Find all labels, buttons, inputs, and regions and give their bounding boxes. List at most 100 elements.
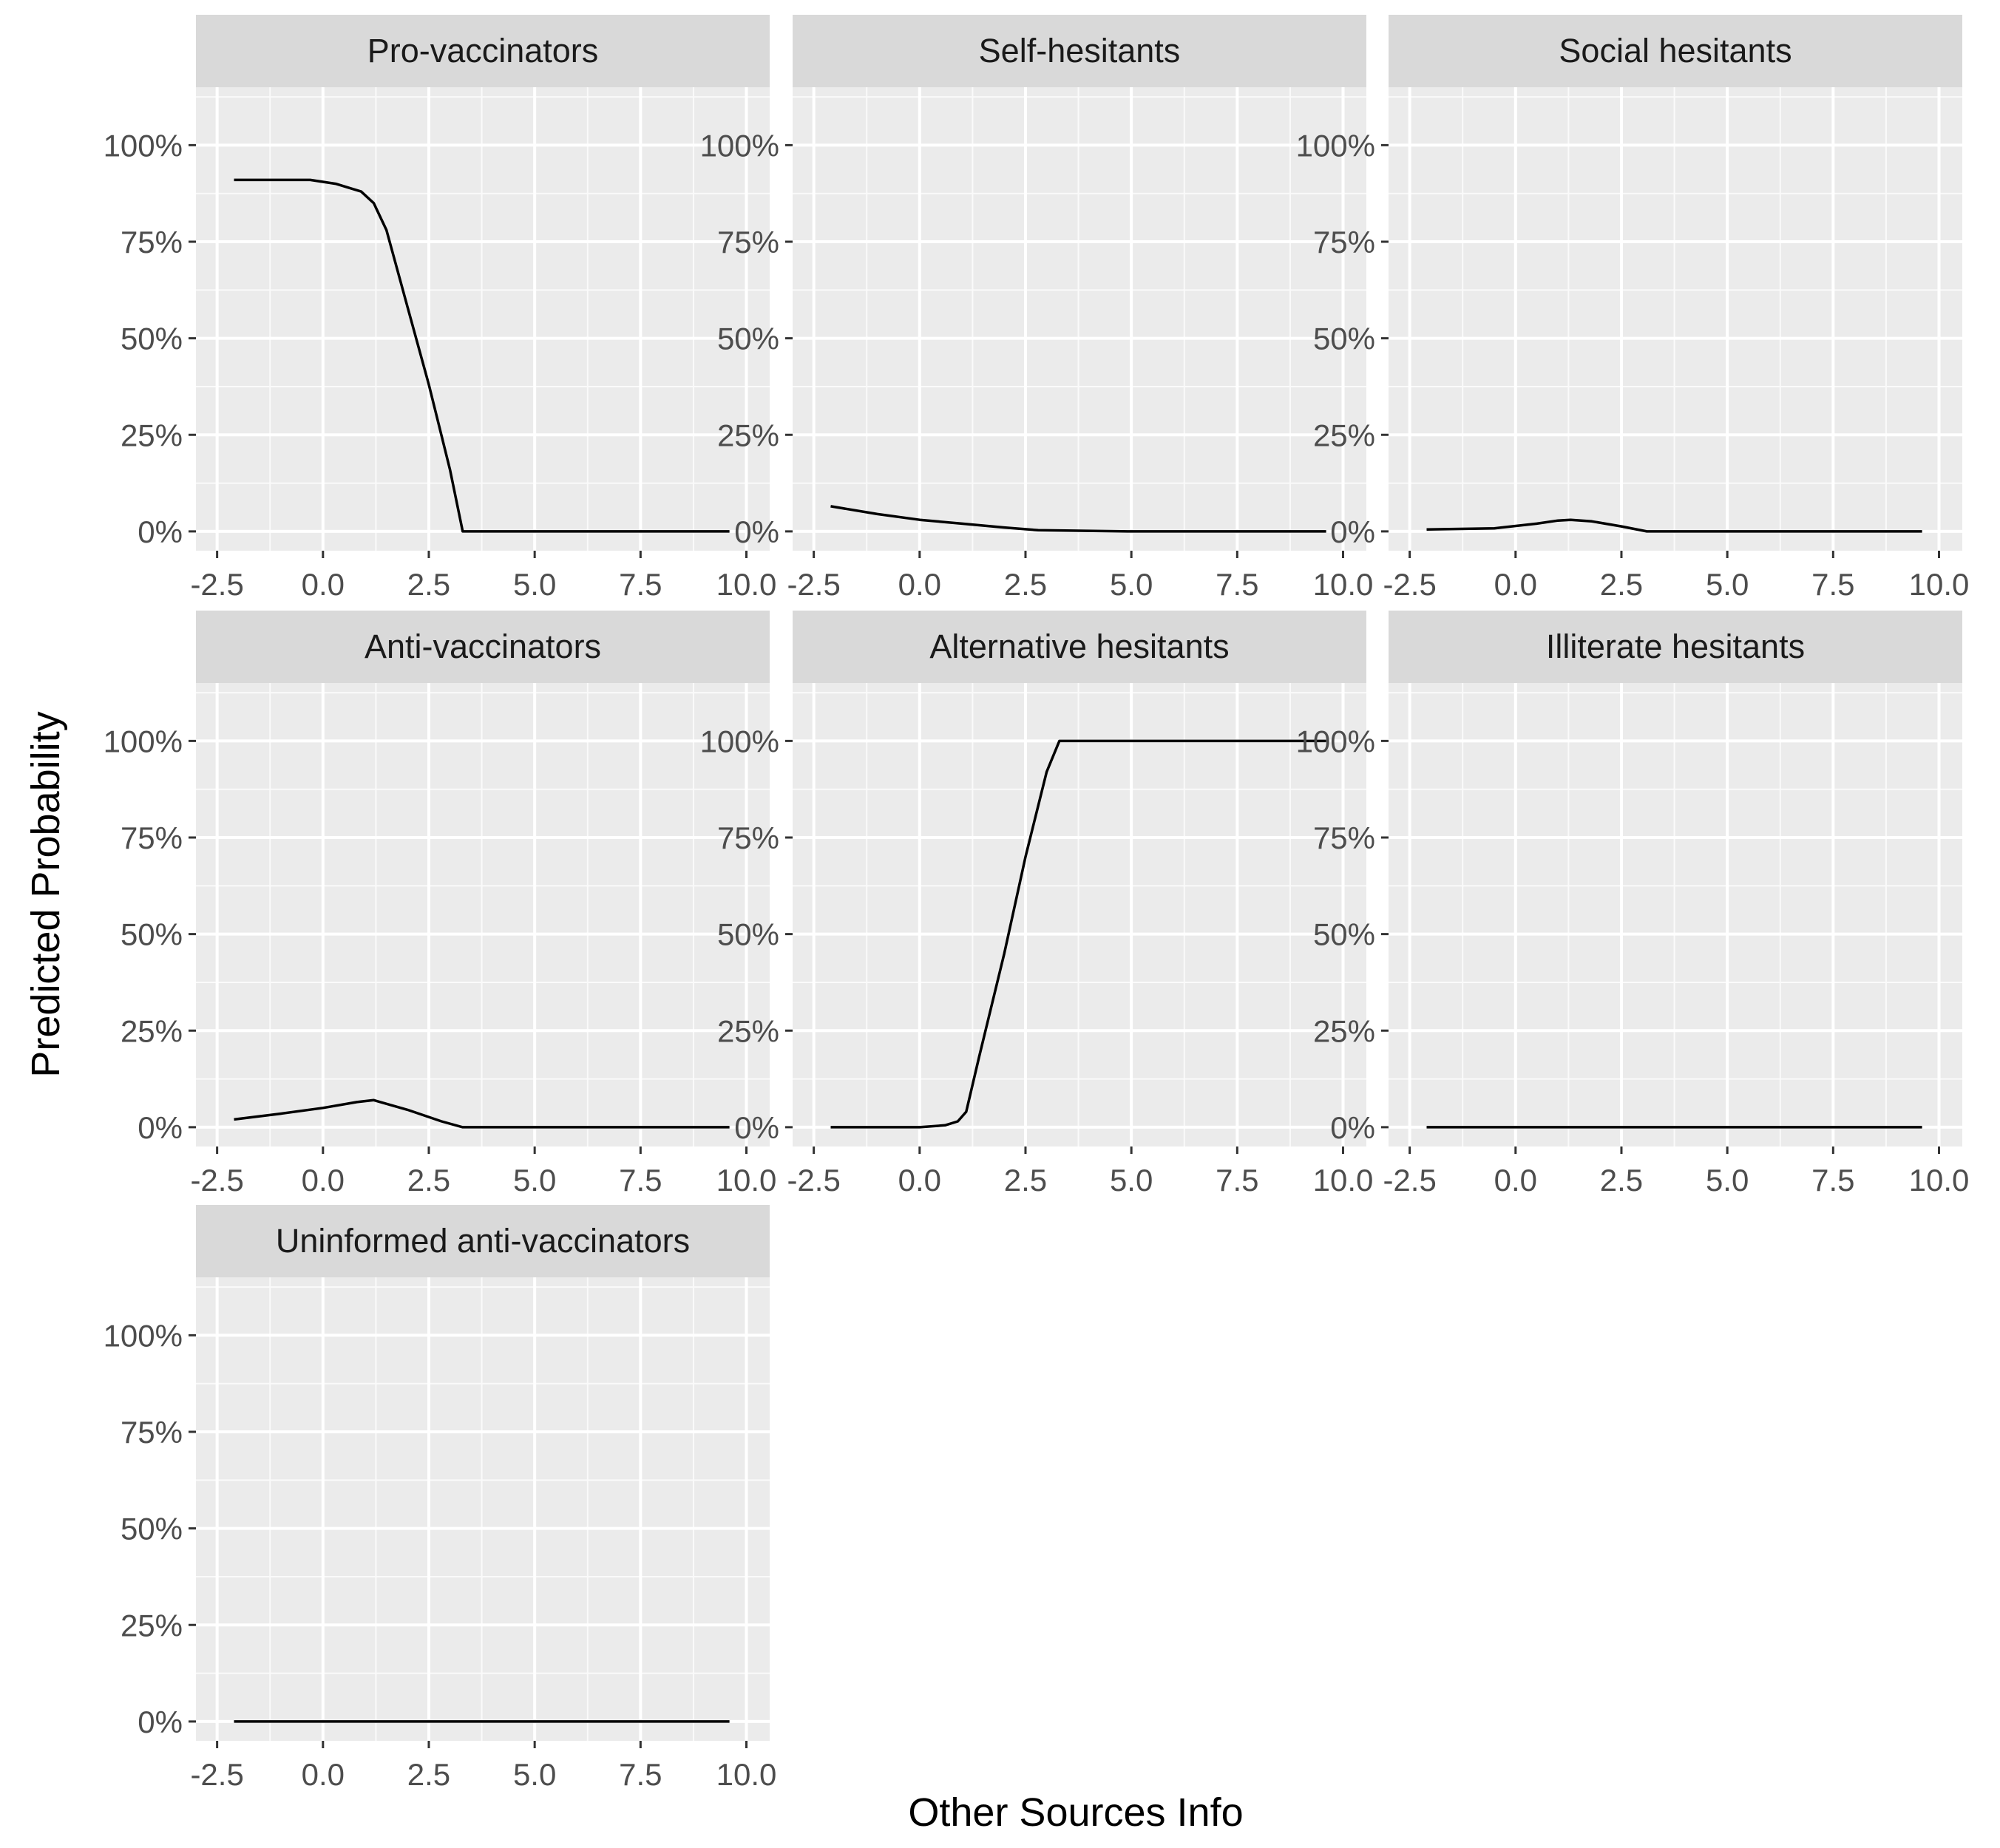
series-line — [234, 178, 730, 533]
y-tick-label: 75% — [717, 821, 779, 855]
panel-4: Alternative hesitants -2.5 0.0 2.5 5.0 7.5 10.… — [700, 611, 1374, 1198]
facet-strip — [1389, 611, 1962, 683]
x-axis-title: Other Sources Info — [908, 1790, 1243, 1835]
x-tick-label: 5.0 — [513, 1757, 556, 1792]
series-line — [234, 1098, 730, 1129]
y-tick-label: 25% — [121, 1013, 183, 1048]
y-tick-label: 100% — [700, 128, 779, 163]
x-tick-label: -2.5 — [1383, 567, 1436, 602]
y-tick-label: 0% — [734, 514, 779, 549]
x-tick-label: 2.5 — [1004, 567, 1047, 602]
x-tick-label: 7.5 — [1811, 567, 1854, 602]
x-tick-label: 0.0 — [302, 1757, 345, 1792]
x-tick-label: 2.5 — [407, 567, 450, 602]
series-line — [1426, 518, 1922, 533]
x-tick-label: 0.0 — [302, 1163, 345, 1198]
x-tick-label: -2.5 — [190, 1163, 243, 1198]
y-tick-label: 0% — [1330, 1110, 1375, 1145]
x-tick-label: 10.0 — [716, 567, 777, 602]
x-tick-label: -2.5 — [787, 1163, 840, 1198]
x-tick-label: 2.5 — [407, 1163, 450, 1198]
y-tick-label: 100% — [1296, 724, 1375, 758]
facet-strip-title: Uninformed anti-vaccinators — [276, 1222, 690, 1260]
panel-background — [196, 1277, 770, 1741]
y-tick-label: 50% — [121, 1512, 183, 1546]
x-tick-label: 0.0 — [898, 567, 941, 602]
y-tick-label: 0% — [734, 1110, 779, 1145]
panel-1: Self-hesitants -2.5 0.0 2.5 5.0 7.5 10.0 0% 25% 5… — [700, 15, 1374, 602]
y-tick-label: 25% — [717, 418, 779, 452]
series-line — [830, 739, 1326, 1129]
y-tick-label: 0% — [138, 1705, 183, 1739]
facet-strip-title: Illiterate hesitants — [1546, 628, 1805, 665]
y-tick-label: 100% — [700, 724, 779, 758]
y-tick-label: 75% — [717, 225, 779, 259]
x-tick-label: 5.0 — [1110, 567, 1153, 602]
y-tick-label: 25% — [1313, 1013, 1375, 1048]
y-tick-label: 0% — [1330, 514, 1375, 549]
x-tick-label: 0.0 — [898, 1163, 941, 1198]
panel-background — [196, 87, 770, 551]
facet-strip-title: Alternative hesitants — [929, 628, 1229, 665]
x-tick-label: 5.0 — [1706, 567, 1749, 602]
panel-5: Illiterate hesitants -2.5 0.0 2.5 5.0 7.5 10.0… — [1296, 611, 1970, 1198]
x-tick-label: 10.0 — [716, 1163, 777, 1198]
series-line — [830, 505, 1326, 533]
x-tick-label: 0.0 — [302, 567, 345, 602]
y-tick-label: 25% — [717, 1013, 779, 1048]
y-axis-title: Predicted Probability — [24, 711, 68, 1077]
panels-layer: Pro-vaccinators -2.5 0.0 2.5 5.0 7.5 10.0 0% 25%… — [104, 15, 1970, 1792]
x-tick-label: 5.0 — [513, 567, 556, 602]
y-tick-label: 75% — [1313, 821, 1375, 855]
panel-background — [1389, 683, 1962, 1146]
x-tick-label: 5.0 — [1110, 1163, 1153, 1198]
y-tick-label: 75% — [1313, 225, 1375, 259]
y-tick-label: 50% — [717, 322, 779, 356]
facet-strip — [793, 611, 1366, 683]
x-tick-label: 7.5 — [619, 1757, 662, 1792]
y-tick-label: 100% — [104, 128, 183, 163]
x-tick-label: 10.0 — [1909, 567, 1970, 602]
y-tick-label: 75% — [121, 225, 183, 259]
facet-strip — [196, 611, 770, 683]
y-tick-label: 50% — [717, 917, 779, 952]
x-tick-label: 7.5 — [1216, 567, 1258, 602]
panel-6: Uninformed anti-vaccinators -2.5 0.0 2.5 5.0… — [104, 1205, 777, 1792]
y-tick-label: 50% — [121, 322, 183, 356]
facet-strip — [793, 15, 1366, 87]
facet-strip-title: Social hesitants — [1559, 32, 1791, 69]
facet-strip-title: Pro-vaccinators — [367, 32, 599, 69]
facet-strip-title: Self-hesitants — [979, 32, 1181, 69]
x-tick-label: -2.5 — [787, 567, 840, 602]
y-tick-label: 50% — [1313, 917, 1375, 952]
y-tick-label: 0% — [138, 1110, 183, 1145]
x-tick-label: -2.5 — [190, 1757, 243, 1792]
facet-strip — [1389, 15, 1962, 87]
panel-2: Social hesitants -2.5 0.0 2.5 5.0 7.5 10.0 0% 25… — [1296, 15, 1970, 602]
x-tick-label: -2.5 — [190, 567, 243, 602]
y-tick-label: 50% — [121, 917, 183, 952]
x-tick-label: -2.5 — [1383, 1163, 1436, 1198]
x-tick-label: 0.0 — [1494, 567, 1537, 602]
x-tick-label: 10.0 — [716, 1757, 777, 1792]
x-tick-label: 10.0 — [1909, 1163, 1970, 1198]
y-tick-label: 50% — [1313, 322, 1375, 356]
y-tick-label: 25% — [1313, 418, 1375, 452]
x-tick-label: 7.5 — [619, 1163, 662, 1198]
x-tick-label: 10.0 — [1313, 567, 1374, 602]
panel-background — [793, 87, 1366, 551]
x-tick-label: 7.5 — [1811, 1163, 1854, 1198]
y-tick-label: 100% — [104, 1318, 183, 1353]
x-tick-label: 5.0 — [513, 1163, 556, 1198]
x-tick-label: 2.5 — [1004, 1163, 1047, 1198]
panel-3: Anti-vaccinators -2.5 0.0 2.5 5.0 7.5 10.0 0% 25… — [104, 611, 777, 1198]
y-tick-label: 75% — [121, 821, 183, 855]
y-tick-label: 25% — [121, 418, 183, 452]
x-tick-label: 10.0 — [1313, 1163, 1374, 1198]
facet-strip — [196, 15, 770, 87]
x-tick-label: 2.5 — [1600, 1163, 1643, 1198]
y-tick-label: 25% — [121, 1608, 183, 1643]
y-tick-label: 75% — [121, 1415, 183, 1450]
x-tick-label: 5.0 — [1706, 1163, 1749, 1198]
